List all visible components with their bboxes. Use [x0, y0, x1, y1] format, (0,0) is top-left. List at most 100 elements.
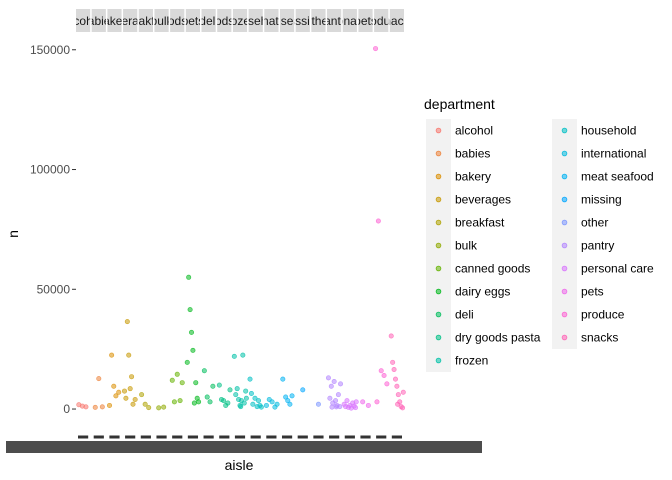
- data-point-missing: [300, 387, 306, 393]
- facet-strip-label: pets: [182, 14, 205, 28]
- facet-strip-bg: [138, 9, 153, 32]
- data-point-frozen: [234, 386, 240, 392]
- legend-key-snacks: [561, 334, 568, 341]
- data-point-other: [315, 401, 321, 407]
- legend-key-dry-goods-pasta: [435, 334, 442, 341]
- data-point-household: [248, 390, 254, 396]
- legend-key-pets: [561, 288, 568, 295]
- data-point-canned-goods: [177, 398, 183, 404]
- data-point-bakery: [113, 393, 119, 399]
- data-point-pets: [365, 402, 371, 408]
- legend-label: dry goods pasta: [455, 331, 541, 345]
- legend-key-breakfast: [435, 219, 442, 226]
- data-point-snacks: [400, 405, 406, 411]
- y-tick-label: 0: [63, 402, 70, 416]
- facet-strip-label: alcohol: [64, 14, 102, 28]
- facet-strip-label: breakfast: [121, 14, 171, 28]
- facet-strip-bg: [295, 9, 310, 32]
- data-point-beverages: [129, 374, 135, 380]
- data-point-pantry: [333, 404, 339, 410]
- legend-key-international: [561, 150, 568, 157]
- data-point-pantry: [335, 392, 341, 398]
- data-point-pets: [360, 399, 366, 405]
- data-point-snacks: [395, 392, 401, 398]
- facet-strip-label: babies: [81, 14, 116, 28]
- data-point-bakery: [111, 383, 117, 389]
- legend-label: breakfast: [455, 216, 505, 230]
- legend-label: frozen: [455, 354, 488, 368]
- data-point-international: [274, 401, 280, 407]
- facet-strip-bg: [311, 9, 326, 32]
- data-point-beverages: [126, 352, 132, 358]
- data-point-bulk: [156, 405, 162, 411]
- data-point-pantry: [338, 381, 344, 387]
- facet-strip-label: international: [239, 14, 304, 28]
- data-point-snacks: [391, 367, 397, 373]
- facet-strip-label: deli: [199, 14, 218, 28]
- facet-strip-label: bulk: [151, 14, 174, 28]
- y-tick-label: 100000: [30, 163, 70, 177]
- y-tick-label: 150000: [30, 43, 70, 57]
- data-point-babies: [96, 376, 102, 382]
- data-point-dairy-eggs: [184, 359, 190, 365]
- facet-panel: [185, 33, 201, 427]
- data-point-international: [263, 402, 269, 408]
- data-point-frozen: [238, 404, 244, 410]
- facet-strip-label: personal care: [313, 14, 386, 28]
- data-point-frozen: [240, 352, 246, 358]
- legend-label: household: [581, 124, 636, 138]
- facet-strip-bg: [279, 9, 295, 32]
- data-point-produce: [375, 218, 381, 224]
- data-point-produce: [381, 373, 387, 379]
- data-point-household: [252, 395, 258, 401]
- data-point-meat-seafood: [285, 398, 291, 404]
- legend-key-produce: [561, 311, 568, 318]
- facet-panel: [138, 33, 153, 427]
- legend-label: meat seafood: [581, 170, 654, 184]
- data-point-personal-care: [353, 399, 359, 405]
- data-point-breakfast: [142, 401, 148, 407]
- legend-key-pantry: [561, 242, 568, 249]
- facet-strip-bg: [107, 9, 122, 32]
- legend-label: canned goods: [455, 262, 530, 276]
- x-axis: [6, 435, 482, 453]
- facet-strip-bg: [154, 9, 169, 32]
- data-point-dairy-eggs: [196, 399, 202, 405]
- data-point-alcohol: [83, 404, 89, 410]
- legend-label: produce: [581, 308, 625, 322]
- legend-label: pantry: [581, 239, 614, 253]
- facet-strip-label: snacks: [378, 14, 415, 28]
- data-point-dairy-eggs: [187, 307, 193, 313]
- data-point-bakery: [109, 352, 115, 358]
- legend-label: bakery: [455, 170, 491, 184]
- facet-strip-bg: [91, 9, 106, 32]
- facet-strip-bg: [217, 9, 232, 32]
- data-point-bakery: [107, 402, 113, 408]
- legend-key-background: [552, 119, 577, 349]
- data-point-meat-seafood: [289, 393, 295, 399]
- data-point-household: [256, 398, 262, 404]
- legend-label: dairy eggs: [455, 285, 510, 299]
- legend-label: beverages: [455, 193, 511, 207]
- facet-strip-bg: [185, 9, 201, 32]
- facet-panel: [154, 33, 169, 427]
- y-axis: 0 50000 100000 150000: [30, 43, 76, 416]
- data-point-babies: [99, 404, 105, 410]
- data-point-snacks: [390, 359, 396, 365]
- facet-panel: [76, 33, 91, 427]
- data-point-deli: [207, 399, 213, 405]
- data-point-pantry: [328, 383, 334, 389]
- legend-key-beverages: [435, 196, 442, 203]
- data-point-dairy-eggs: [189, 329, 195, 335]
- data-point-produce: [374, 399, 380, 405]
- legend-key-babies: [435, 150, 442, 157]
- legend-key-meat-seafood: [561, 173, 568, 180]
- legend-key-bakery: [435, 173, 442, 180]
- data-point-beverages: [130, 401, 136, 407]
- legend-key-missing: [561, 196, 568, 203]
- legend-key-personal-care: [561, 265, 568, 272]
- facet-panel: [232, 33, 248, 427]
- data-point-meat-seafood: [287, 401, 293, 407]
- legend-label: other: [581, 216, 608, 230]
